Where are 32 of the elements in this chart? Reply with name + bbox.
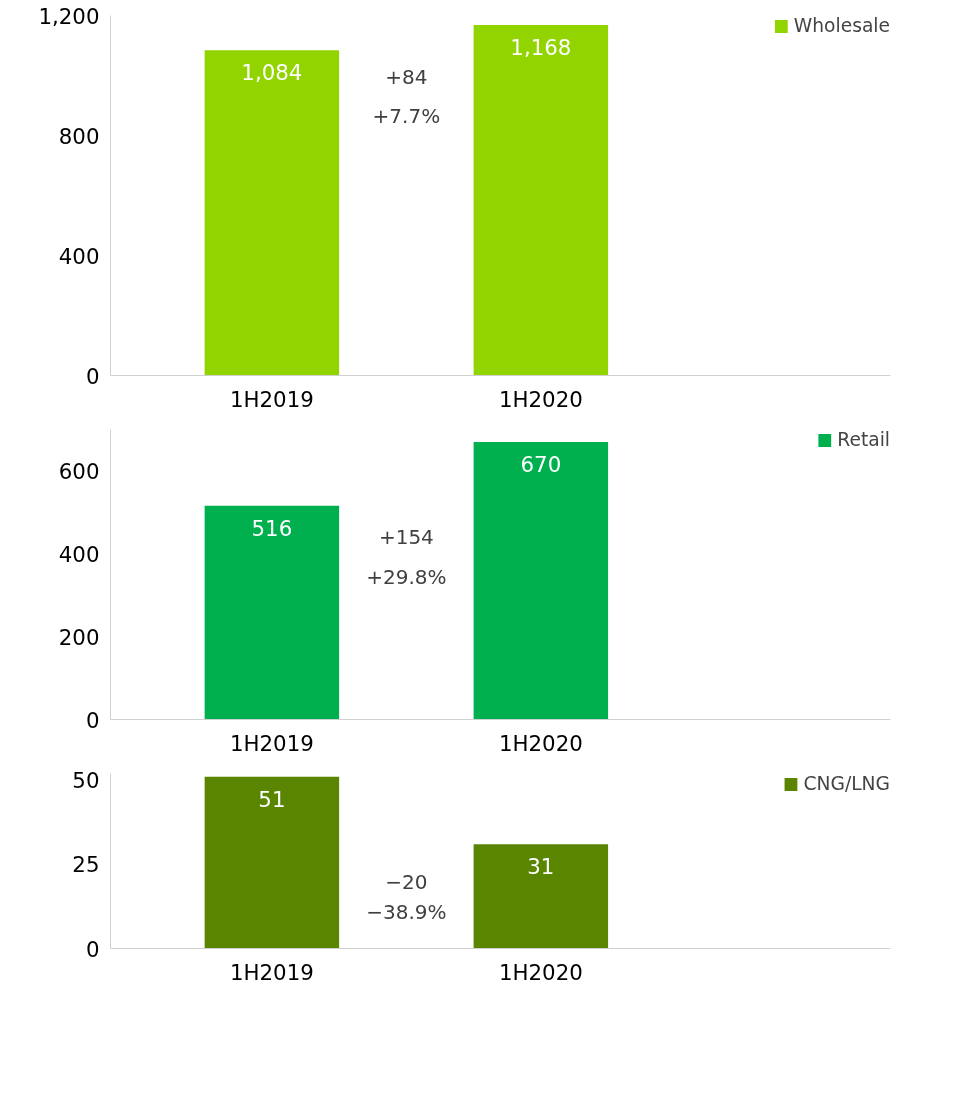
legend-label: Wholesale [793, 15, 890, 36]
annotation: +29.8% [366, 565, 447, 590]
annotation: +84 [385, 64, 428, 89]
annotation: +154 [378, 524, 434, 549]
text: 1,084 [241, 60, 303, 86]
annotation: −38.9% [366, 899, 447, 924]
x-tick-label: 1H2019 [229, 386, 314, 412]
y-tick-label: 800 [58, 123, 100, 149]
y-tick-label: 0 [85, 707, 100, 733]
x-tick-label: 1H2020 [498, 386, 583, 412]
legend-label: Retail [837, 429, 890, 450]
x-tick-label: 1H2019 [229, 730, 314, 756]
annotation: +7.7% [372, 104, 441, 129]
y-tick-label: 0 [85, 936, 100, 962]
x-tick-label: 1H2019 [229, 959, 314, 985]
y-tick-label: 1,200 [38, 3, 100, 29]
y-tick-label: 600 [58, 458, 100, 484]
y-tick-label: 400 [58, 541, 100, 567]
x-tick-label: 1H2020 [498, 959, 583, 985]
y-tick-label: 25 [72, 852, 100, 878]
y-tick-label: 400 [58, 243, 100, 269]
y-tick-label: 0 [85, 363, 100, 389]
y-tick-label: 200 [58, 624, 100, 650]
data-label: 670 [520, 451, 562, 477]
data-label: 51 [258, 786, 286, 812]
data-label: 31 [527, 854, 555, 880]
x-tick-label: 1H2020 [498, 730, 583, 756]
text: 1,168 [510, 35, 572, 61]
legend-label: CNG/LNG [803, 773, 890, 794]
annotation: −20 [385, 870, 428, 894]
data-label: 516 [251, 515, 293, 541]
y-tick-label: 50 [72, 768, 100, 794]
